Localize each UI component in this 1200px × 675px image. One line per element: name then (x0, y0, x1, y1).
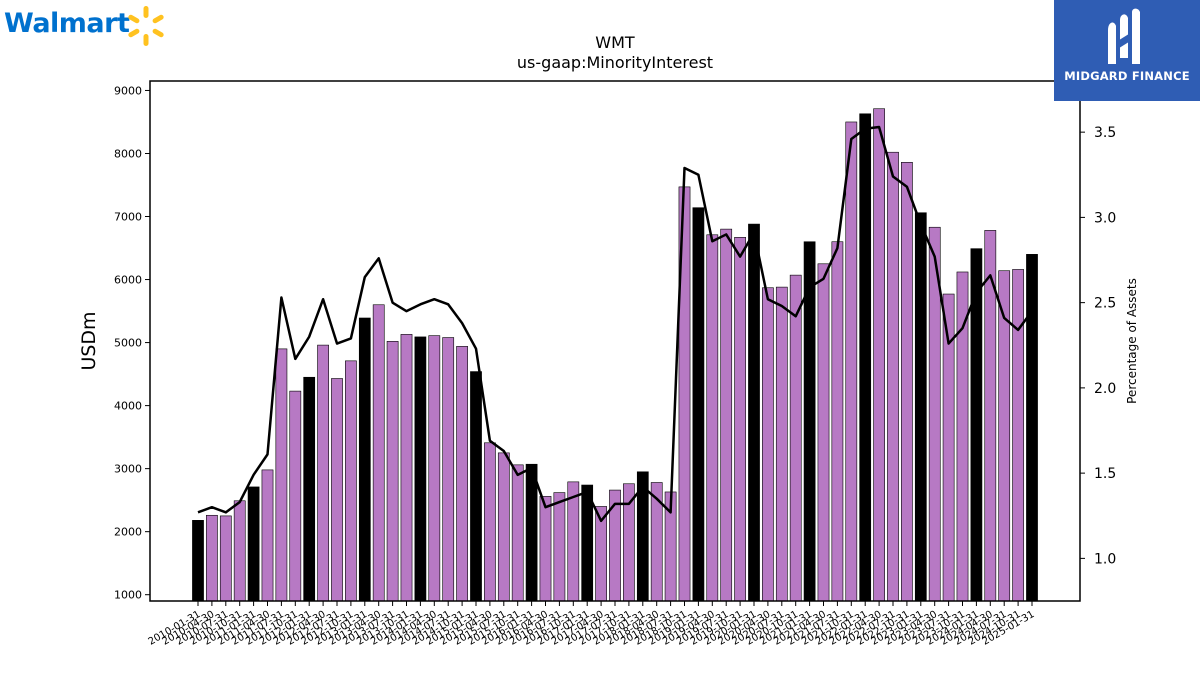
bar (317, 344, 329, 602)
bar (219, 515, 232, 602)
bar (831, 241, 844, 602)
bar (470, 371, 482, 602)
bar (289, 390, 302, 602)
bar (372, 304, 385, 602)
bar (914, 212, 927, 602)
y2-tick-label: 2.5 (1094, 296, 1116, 312)
y-tick-label: 6000 (114, 274, 142, 287)
line-group (197, 125, 1034, 523)
bar (901, 162, 913, 602)
bar (845, 121, 858, 602)
bar (275, 348, 288, 602)
bar (539, 496, 552, 602)
midgard-finance-logo: MIDGARD FINANCE (1054, 0, 1200, 101)
y2-tick-label: 2.0 (1094, 381, 1116, 397)
bar (762, 287, 774, 602)
bar (206, 514, 218, 602)
bar (358, 317, 371, 602)
walmart-logo: Walmart (4, 4, 174, 48)
midgard-mark-icon (1108, 8, 1140, 64)
y-axis-label: USDm (78, 311, 100, 370)
bar (859, 113, 872, 602)
bar (623, 483, 635, 602)
bar (734, 237, 746, 602)
bar (873, 108, 885, 602)
bar (192, 520, 204, 602)
chart-title: WMT (595, 33, 635, 52)
y-tick-label: 9000 (114, 84, 142, 97)
y-axis-left: 1000 2000 3000 4000 5000 6000 7000 8000 9000 (114, 84, 150, 602)
bar (789, 274, 802, 602)
chart-subtitle: us-gaap:MinorityInterest (517, 53, 713, 72)
series-line (197, 125, 1034, 523)
bars-group (192, 108, 1038, 602)
bar (1026, 254, 1038, 602)
y-tick-label: 1000 (114, 589, 142, 602)
y2-tick-label: 1.0 (1094, 551, 1116, 567)
y-tick-label: 5000 (114, 337, 142, 350)
bar (400, 334, 413, 602)
y-tick-label: 8000 (114, 147, 142, 160)
bar (233, 500, 246, 602)
bar (775, 286, 788, 602)
y2-tick-label: 3.0 (1094, 210, 1116, 226)
bar (511, 464, 524, 602)
bar (261, 469, 274, 602)
walmart-logo-text: Walmart (4, 8, 130, 39)
bar (303, 376, 316, 602)
bar (428, 335, 441, 602)
bar (887, 151, 899, 602)
bar (386, 341, 399, 602)
y2-tick-label: 3.5 (1094, 125, 1116, 141)
bar (497, 452, 510, 602)
y-axis-right: 1.0 1.5 2.0 2.5 3.0 3.5 (1080, 125, 1116, 567)
y-tick-label: 3000 (114, 463, 142, 476)
y-tick-label: 7000 (114, 211, 142, 224)
y-tick-label: 2000 (114, 526, 142, 539)
x-axis: 2010-01-312010-04-302010-07-312010-10-31… (147, 601, 1037, 648)
bar (345, 360, 357, 602)
bar (484, 442, 496, 602)
bar (414, 336, 427, 602)
bar (553, 492, 566, 602)
y-tick-label: 4000 (114, 400, 142, 413)
bar (442, 337, 455, 602)
bar (1012, 269, 1024, 602)
bar (706, 234, 719, 602)
bar (692, 207, 705, 602)
bar (456, 346, 468, 602)
bar (720, 228, 733, 602)
bar (525, 463, 538, 602)
bar (817, 263, 830, 602)
walmart-spark-icon (128, 6, 164, 46)
midgard-logo-text: MIDGARD FINANCE (1064, 69, 1190, 83)
y2-axis-label: Percentage of Assets (1125, 278, 1139, 404)
bar (247, 486, 260, 602)
bar (331, 378, 343, 602)
bar (748, 223, 760, 602)
y2-tick-label: 1.5 (1094, 466, 1116, 482)
